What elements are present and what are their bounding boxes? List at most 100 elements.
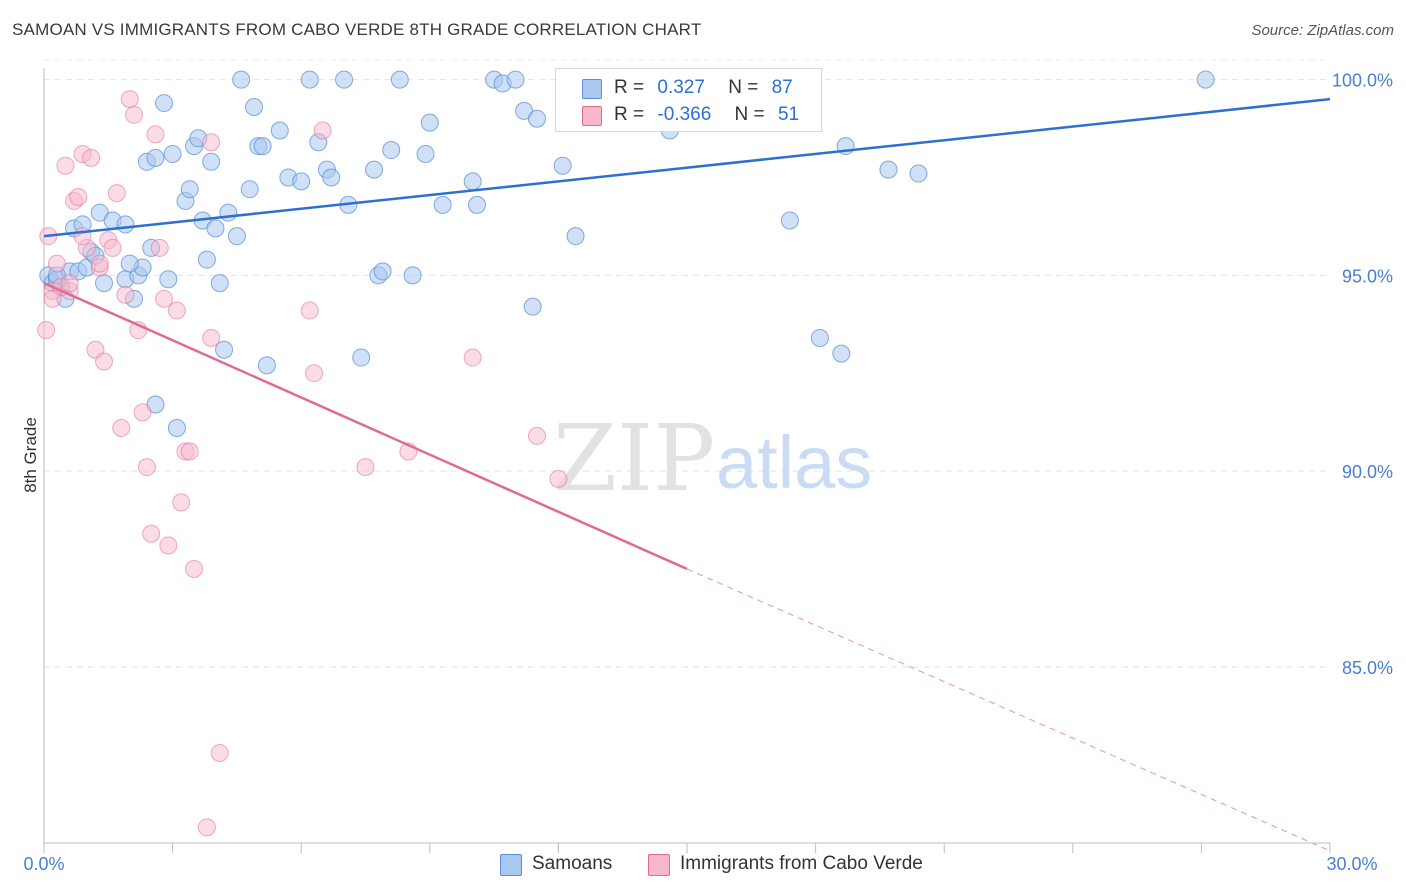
cabo-verde-point	[202, 133, 221, 152]
legend-r-value: -0.366	[657, 104, 712, 125]
x-tick-labels: 0.0% 30.0%	[23, 854, 1377, 874]
y-tick-label: 90.0%	[1342, 462, 1393, 482]
cabo-verde-point	[37, 321, 56, 340]
series-swatch-cabo-verde	[648, 854, 670, 876]
x-tick-label: 0.0%	[23, 854, 64, 874]
trend-lines	[43, 97, 1331, 852]
y-tick-label: 100.0%	[1332, 71, 1393, 91]
samoans-point	[292, 172, 311, 191]
cabo-verde-point	[300, 301, 319, 320]
y-tick-label: 95.0%	[1342, 266, 1393, 286]
cabo-verde-point	[167, 301, 186, 320]
samoans-point	[335, 70, 354, 89]
chart-title: SAMOAN VS IMMIGRANTS FROM CABO VERDE 8TH…	[12, 20, 702, 39]
samoans-point	[116, 215, 135, 234]
watermark-zip: ZIP	[553, 405, 715, 512]
cabo-verde-point	[463, 348, 482, 367]
cabo-verde-point	[527, 426, 546, 445]
cabo-verde-point	[197, 818, 216, 837]
gridlines	[44, 59, 1330, 668]
y-axis-label: 8th Grade	[21, 417, 40, 493]
y-tick-label: 85.0%	[1342, 658, 1393, 678]
cabo-verde-point	[210, 743, 229, 762]
cabo-verde-point	[112, 419, 131, 438]
samoans-point	[382, 141, 401, 160]
cabo-verde-point	[95, 352, 114, 371]
watermark-atlas: atlas	[716, 421, 872, 504]
cabo-verde-point	[47, 254, 66, 273]
samoans-point	[420, 113, 439, 132]
samoans-point	[433, 195, 452, 214]
samoans-point	[832, 344, 851, 363]
series-swatch-samoans	[500, 854, 522, 876]
samoans-point	[245, 97, 264, 116]
cabo-verde-point	[172, 493, 191, 512]
legend-r-value: 0.327	[657, 77, 705, 98]
cabo-verde-point	[305, 364, 324, 383]
cabo-verde-point	[150, 238, 169, 257]
cabo-verde-point	[142, 524, 161, 543]
cabo-verde-trend-line	[43, 282, 688, 571]
samoans-point	[553, 156, 572, 175]
samoans-point	[240, 180, 259, 199]
cabo-verde-point	[146, 125, 165, 144]
samoans-point	[300, 70, 319, 89]
legend-swatch-samoans	[582, 79, 602, 99]
cabo-verde-point	[56, 156, 75, 175]
samoans-point	[566, 227, 585, 246]
correlation-legend: R = 0.327 N = 87 R = -0.366 N = 51	[555, 68, 822, 132]
axes	[43, 68, 1331, 853]
samoans-point	[167, 419, 186, 438]
samoans-trend-line	[43, 97, 1331, 238]
samoans-point	[197, 250, 216, 269]
source-label: Source: ZipAtlas.com	[1251, 22, 1394, 39]
cabo-verde-point	[137, 458, 156, 477]
legend-r-label: R =	[614, 77, 645, 98]
cabo-verde-point	[120, 90, 139, 109]
cabo-verde-point	[43, 289, 62, 308]
samoans-point	[523, 297, 542, 316]
samoans-point	[322, 168, 341, 187]
y-tick-labels: 85.0% 90.0% 95.0% 100.0%	[1332, 71, 1393, 678]
cabo-verde-point	[90, 254, 109, 273]
cabo-verde-point	[155, 289, 174, 308]
samoans-point	[365, 160, 384, 179]
samoans-point	[810, 328, 829, 347]
samoans-point	[416, 144, 435, 163]
cabo-verde-point	[69, 188, 88, 207]
samoans-point	[879, 160, 898, 179]
cabo-verde-point	[356, 458, 375, 477]
samoans-point	[467, 195, 486, 214]
cabo-verde-point	[60, 274, 79, 293]
cabo-verde-point	[125, 105, 144, 124]
samoans-point	[373, 262, 392, 281]
samoans-point	[210, 274, 229, 293]
cabo-verde-point	[202, 328, 221, 347]
cabo-verde-point	[159, 536, 178, 555]
samoans-point	[527, 109, 546, 128]
samoans-point	[219, 203, 238, 222]
samoans-point	[180, 180, 199, 199]
samoans-point	[463, 172, 482, 191]
samoans-point	[232, 70, 251, 89]
samoans-point	[352, 348, 371, 367]
cabo-verde-point	[116, 285, 135, 304]
legend-swatch-cabo-verde	[582, 106, 602, 126]
samoans-point	[780, 211, 799, 230]
samoans-point	[163, 144, 182, 163]
cabo-verde-point	[549, 469, 568, 488]
samoans-point	[120, 254, 139, 273]
cabo-verde-point	[313, 121, 332, 140]
samoans-point	[155, 94, 174, 113]
cabo-verde-point	[133, 403, 152, 422]
legend-r-label: R =	[614, 104, 645, 125]
samoans-point	[227, 227, 246, 246]
samoans-point	[270, 121, 289, 140]
samoans-point	[95, 274, 114, 293]
samoans-point	[215, 340, 234, 359]
legend-n-value: 51	[777, 104, 800, 125]
samoans-point	[206, 219, 225, 238]
legend-n-value: 87	[771, 77, 793, 98]
samoans-point	[253, 137, 272, 156]
